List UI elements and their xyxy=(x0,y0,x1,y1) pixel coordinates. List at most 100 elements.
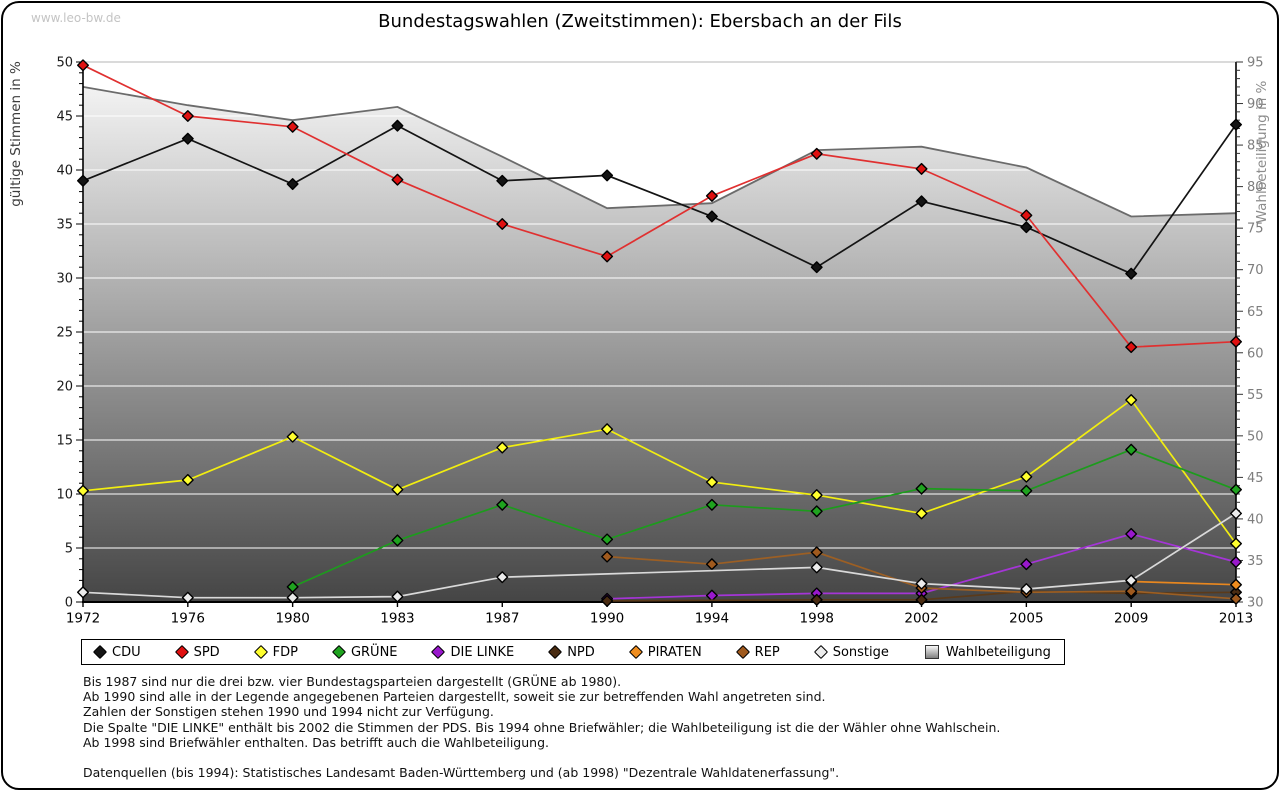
left-tick-label: 10 xyxy=(56,488,73,503)
footnote-line: Ab 1998 sind Briefwähler enthalten. Das … xyxy=(83,734,549,750)
right-tick-label: 75 xyxy=(1247,222,1264,237)
GRÜNE-point-1990 xyxy=(601,533,614,546)
right-tick-label: 85 xyxy=(1247,139,1264,154)
left-axis-title: gültige Stimmen in % xyxy=(8,61,24,207)
wahlbeteiligung-line xyxy=(82,86,1237,218)
right-tick-label: 80 xyxy=(1247,180,1264,195)
Sonstige-point-2002 xyxy=(915,577,928,590)
GRÜNE-point-1983 xyxy=(391,534,404,547)
GRÜNE-point-1987 xyxy=(496,498,509,511)
NPD-point-2002 xyxy=(915,593,928,606)
NPD-point-1990 xyxy=(601,594,614,607)
GRÜNE-point-2002 xyxy=(915,482,928,495)
SPD-point-1980 xyxy=(286,120,299,133)
left-tick-label: 15 xyxy=(56,434,73,449)
year-label: 1998 xyxy=(800,611,834,627)
FDP-point-1998 xyxy=(810,489,823,502)
left-tick-label: 5 xyxy=(65,542,73,557)
Sonstige-point-2013 xyxy=(1230,507,1242,520)
CDU-point-1976 xyxy=(181,132,194,145)
PIRATEN-line xyxy=(1131,580,1237,586)
Sonstige-point-1980 xyxy=(286,591,299,604)
SPD-point-1972 xyxy=(77,59,89,72)
year-label: 2009 xyxy=(1114,611,1148,627)
footnote-line: Bis 1987 sind nur die drei bzw. vier Bun… xyxy=(83,674,622,689)
legend-item-npd: NPD xyxy=(548,644,595,660)
right-tick-label: 90 xyxy=(1247,97,1264,112)
year-label: 1980 xyxy=(275,611,309,627)
legend-swatch-diamond xyxy=(92,644,108,660)
FDP-point-1987 xyxy=(496,441,509,454)
legend-item-die-linke: DIE LINKE xyxy=(431,644,515,660)
year-label: 1972 xyxy=(66,611,100,627)
FDP-point-1972 xyxy=(77,484,89,497)
left-tick-label: 0 xyxy=(65,596,73,611)
legend-swatch-diamond xyxy=(331,644,347,660)
SPD-point-1976 xyxy=(181,110,194,122)
right-tick-label: 35 xyxy=(1247,554,1264,569)
Sonstige-point-2005 xyxy=(1020,583,1033,596)
SPD-point-2002 xyxy=(915,162,928,175)
DIE LINKE-point-2009 xyxy=(1125,527,1138,540)
year-label: 1994 xyxy=(695,611,729,627)
right-tick-label: 95 xyxy=(1247,56,1264,71)
year-label: 1983 xyxy=(380,611,414,627)
REP-point-2009 xyxy=(1125,585,1138,598)
PIRATEN-point-2013 xyxy=(1230,578,1242,591)
SPD-point-1990 xyxy=(601,250,614,263)
SPD-point-1994 xyxy=(705,189,718,202)
GRÜNE-point-1994 xyxy=(705,498,718,511)
Sonstige-line xyxy=(82,512,1237,599)
right-tick-label: 55 xyxy=(1247,388,1264,403)
Sonstige-point-1983 xyxy=(391,590,404,603)
footnote-line: Ab 1990 sind alle in der Legende angegeb… xyxy=(83,689,826,705)
Sonstige-point-1998 xyxy=(810,561,823,574)
GRÜNE-point-1998 xyxy=(810,505,823,518)
legend-item-grüne: GRÜNE xyxy=(331,644,398,660)
left-tick-label: 35 xyxy=(56,218,73,233)
legend-label: CDU xyxy=(112,644,141,660)
year-label: 2013 xyxy=(1219,611,1253,627)
legend-swatch-diamond xyxy=(548,644,563,660)
REP-point-2013 xyxy=(1230,592,1242,605)
legend-swatch-diamond xyxy=(253,644,268,660)
SPD-point-2009 xyxy=(1125,341,1138,354)
REP-point-1994 xyxy=(705,558,718,571)
legend-item-wahlbeteiligung: Wahlbeteiligung xyxy=(924,644,1051,660)
year-label: 2005 xyxy=(1009,611,1043,627)
NPD-point-1998 xyxy=(810,593,823,606)
legend-item-cdu: CDU xyxy=(92,644,141,660)
legend-label: Wahlbeteiligung xyxy=(945,644,1051,660)
year-label: 1987 xyxy=(485,611,519,627)
right-tick-label: 40 xyxy=(1247,512,1264,527)
left-tick-label: 50 xyxy=(56,56,73,71)
CDU-point-1987 xyxy=(496,174,509,187)
CDU-point-1994 xyxy=(705,210,718,223)
CDU-point-1980 xyxy=(286,178,299,191)
left-tick-label: 30 xyxy=(56,272,73,287)
FDP-point-1990 xyxy=(601,423,614,436)
right-tick-label: 60 xyxy=(1247,346,1264,361)
right-tick-label: 50 xyxy=(1247,429,1264,444)
CDU-point-1990 xyxy=(601,169,614,182)
left-tick-label: 45 xyxy=(56,110,73,125)
REP-point-1998 xyxy=(810,546,823,559)
FDP-line xyxy=(82,398,1237,545)
right-tick-label: 45 xyxy=(1247,471,1264,486)
year-label: 1976 xyxy=(171,611,205,627)
election-line-chart: 0 5 10 15 20 25 30 35 40 45 50 30 35 40 45 50 55 60 65 70 75… xyxy=(8,56,1270,627)
FDP-point-2009 xyxy=(1125,394,1138,407)
legend-swatch-diamond xyxy=(431,644,446,660)
legend-item-piraten: PIRATEN xyxy=(628,645,702,660)
FDP-point-1983 xyxy=(391,483,404,496)
legend-swatch-diamond xyxy=(813,644,828,660)
left-tick-label: 25 xyxy=(56,326,73,341)
CDU-point-2009 xyxy=(1125,267,1138,280)
legend-label: DIE LINKE xyxy=(450,644,515,660)
legend-label: REP xyxy=(754,644,780,660)
CDU-point-1998 xyxy=(810,261,823,274)
footnote-datasource: Datenquellen (bis 1994): Statistisches L… xyxy=(83,765,840,781)
right-axis-title: Wahlbeteiligung in % xyxy=(1254,80,1270,223)
FDP-point-1994 xyxy=(705,476,718,489)
